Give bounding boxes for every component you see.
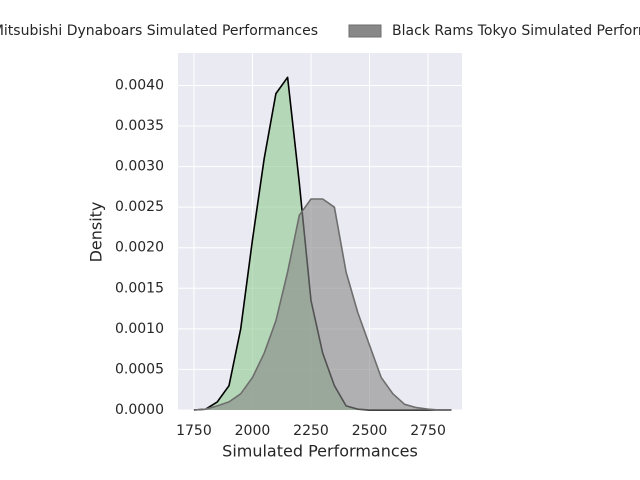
y-tick-label: 0.0040: [115, 77, 164, 93]
y-tick-label: 0.0000: [115, 402, 164, 418]
legend-swatch: [348, 24, 382, 38]
density-area: [193, 199, 452, 410]
x-tick-label: 1750: [176, 423, 212, 439]
legend-label: Black Rams Tokyo Simulated Performances: [392, 23, 640, 39]
density-line: [193, 198, 452, 411]
x-tick-label: 2750: [410, 423, 446, 439]
legend-label: Mitsubishi Dynaboars Simulated Performan…: [0, 23, 318, 39]
y-tick-label: 0.0030: [115, 159, 164, 175]
x-tick-label: 2500: [352, 423, 388, 439]
y-tick-label: 0.0035: [115, 118, 164, 134]
marks: [193, 76, 452, 411]
y-tick-label: 0.0020: [115, 240, 164, 256]
y-tick-label: 0.0025: [115, 199, 164, 215]
x-axis-label: Simulated Performances: [222, 442, 418, 461]
y-tick-label: 0.0010: [115, 321, 164, 337]
legend: Mitsubishi Dynaboars Simulated Performan…: [0, 23, 640, 39]
y-tick-label: 0.0015: [115, 280, 164, 296]
y-axis-label: Density: [87, 202, 106, 263]
y-tick-label: 0.0005: [115, 361, 164, 377]
density-area: [193, 77, 452, 411]
x-tick-label: 2000: [235, 423, 271, 439]
x-tick-label: 2250: [293, 423, 329, 439]
